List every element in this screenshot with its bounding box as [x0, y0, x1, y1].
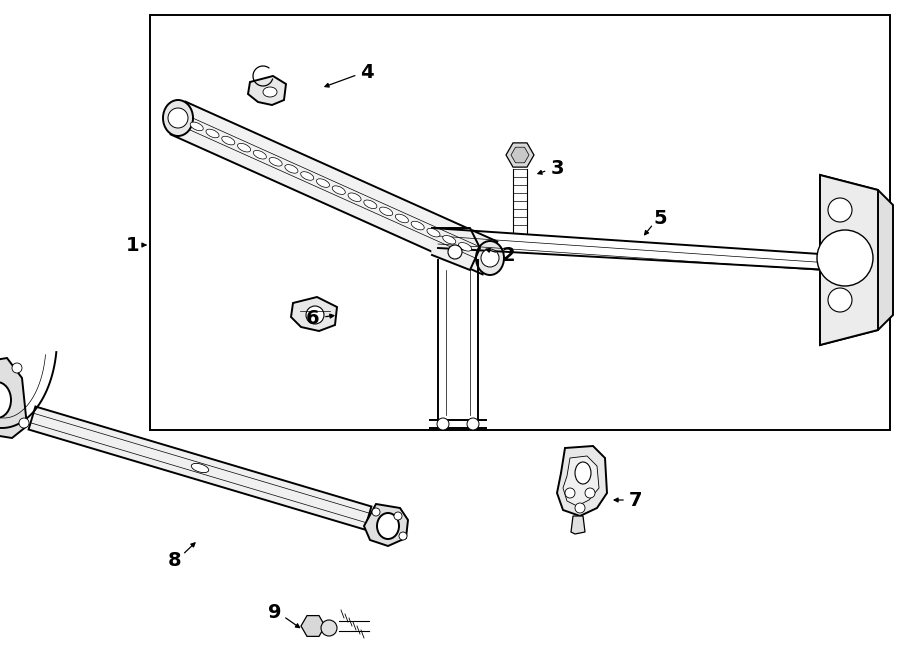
Ellipse shape	[301, 171, 314, 180]
Polygon shape	[248, 76, 286, 105]
Circle shape	[481, 249, 499, 267]
Polygon shape	[571, 516, 585, 534]
Ellipse shape	[443, 236, 455, 244]
Polygon shape	[820, 175, 878, 345]
Polygon shape	[171, 101, 498, 275]
Ellipse shape	[476, 241, 504, 275]
Circle shape	[817, 230, 873, 286]
Circle shape	[585, 488, 595, 498]
Text: 5: 5	[653, 209, 667, 228]
Ellipse shape	[285, 165, 298, 173]
Text: 7: 7	[629, 491, 643, 510]
Text: 2: 2	[501, 246, 515, 265]
Text: 6: 6	[306, 308, 319, 328]
Ellipse shape	[190, 122, 203, 130]
Circle shape	[575, 503, 585, 513]
Ellipse shape	[0, 382, 11, 418]
Circle shape	[399, 532, 407, 540]
Ellipse shape	[269, 158, 283, 166]
Circle shape	[306, 306, 324, 324]
Text: 4: 4	[360, 62, 373, 81]
Ellipse shape	[221, 136, 235, 145]
Ellipse shape	[458, 242, 472, 251]
Circle shape	[565, 488, 575, 498]
Text: 1: 1	[126, 236, 140, 254]
Circle shape	[19, 418, 29, 428]
Polygon shape	[364, 504, 408, 546]
Ellipse shape	[192, 463, 209, 473]
Text: 9: 9	[268, 602, 282, 622]
Circle shape	[168, 108, 188, 128]
Ellipse shape	[427, 228, 440, 237]
Polygon shape	[820, 175, 893, 345]
Circle shape	[372, 508, 380, 516]
Ellipse shape	[380, 207, 392, 216]
Ellipse shape	[317, 179, 329, 187]
Circle shape	[394, 512, 402, 520]
Ellipse shape	[263, 87, 277, 97]
Polygon shape	[291, 297, 337, 331]
Polygon shape	[557, 446, 607, 516]
Circle shape	[467, 418, 479, 430]
Circle shape	[828, 243, 852, 267]
Ellipse shape	[411, 221, 424, 230]
Text: 8: 8	[168, 551, 182, 569]
Ellipse shape	[575, 462, 591, 484]
Circle shape	[321, 620, 337, 636]
Polygon shape	[563, 456, 599, 506]
Circle shape	[828, 288, 852, 312]
Ellipse shape	[206, 129, 219, 138]
Ellipse shape	[348, 193, 361, 201]
Polygon shape	[432, 228, 480, 270]
Circle shape	[828, 198, 852, 222]
Circle shape	[437, 418, 449, 430]
Polygon shape	[0, 358, 27, 438]
Ellipse shape	[395, 214, 409, 222]
Ellipse shape	[332, 186, 346, 195]
Ellipse shape	[364, 200, 377, 209]
Ellipse shape	[163, 100, 193, 136]
Ellipse shape	[238, 144, 250, 152]
Text: 3: 3	[550, 158, 563, 177]
Ellipse shape	[377, 513, 399, 539]
Circle shape	[448, 245, 462, 259]
Circle shape	[12, 363, 22, 373]
Polygon shape	[29, 406, 372, 530]
Bar	[150, 15, 890, 430]
Ellipse shape	[253, 150, 266, 159]
